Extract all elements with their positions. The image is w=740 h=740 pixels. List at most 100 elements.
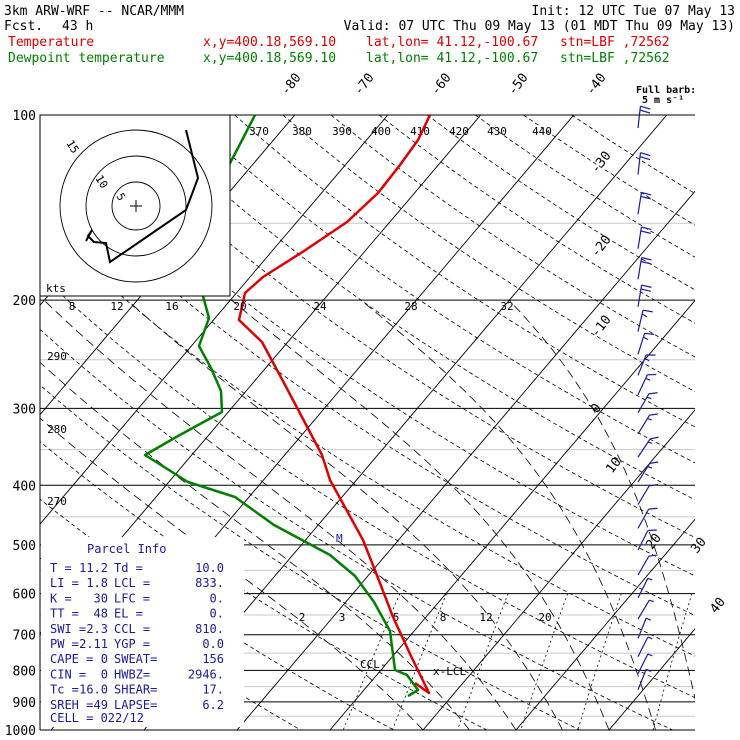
dry-adiabat-line bbox=[40, 219, 695, 657]
wind-barb bbox=[637, 507, 658, 529]
dewpoint-xy: x,y=400.18,569.10 bbox=[203, 51, 336, 66]
mixing-ratio-line bbox=[457, 593, 509, 730]
isotherm-line bbox=[702, 115, 740, 730]
hodograph-axis-tick: 32 bbox=[500, 300, 513, 313]
isotherm-label: -80 bbox=[278, 71, 304, 99]
wind-barb-staff bbox=[637, 152, 642, 175]
parcel-info-name-right: LAPSE= bbox=[114, 698, 157, 712]
wind-barb-flag bbox=[640, 260, 651, 265]
wind-barb-flag bbox=[644, 358, 650, 362]
mixing-ratio-label: 5 bbox=[393, 611, 400, 624]
pressure-label: 200 bbox=[13, 294, 36, 309]
parcel-info-box: Parcel Info T = 11.2 Td = 10.0 LI = 1.8 LCL = 83… bbox=[41, 537, 244, 727]
wind-barb-flag bbox=[639, 109, 651, 114]
wind-barb-flag bbox=[640, 195, 651, 200]
temperature-latlon: lat,lon= 41.12,-100.67 bbox=[366, 35, 538, 50]
dry-adiabat-line bbox=[186, 115, 695, 464]
isotherm-label: 40 bbox=[707, 595, 728, 617]
wind-barb-flag bbox=[648, 507, 658, 510]
hodograph-ring-label: 15 bbox=[63, 138, 81, 156]
isotherm-label: -40 bbox=[583, 71, 609, 99]
theta-side-label: 280 bbox=[47, 423, 67, 436]
hodograph-axis-tick: 12 bbox=[110, 300, 123, 313]
wind-barb-flag bbox=[647, 577, 653, 581]
wind-barb bbox=[637, 599, 654, 620]
parcel-info-value-right: 0. bbox=[210, 591, 224, 605]
parcel-info-value-left: 30 bbox=[94, 591, 108, 605]
dry-adiabat-line bbox=[426, 115, 695, 291]
wind-barb-staff bbox=[637, 438, 651, 458]
wind-barb-staff bbox=[637, 555, 650, 576]
pressure-label: 1000 bbox=[5, 724, 36, 739]
wind-barb-staff bbox=[637, 374, 648, 395]
wind-barb-flag bbox=[640, 230, 651, 234]
parcel-info-name-left: K = bbox=[50, 591, 72, 605]
theta-label: 380 bbox=[292, 125, 312, 138]
temperature-trace bbox=[237, 114, 432, 695]
wind-barb-staff bbox=[637, 192, 643, 215]
dry-adiabat-line bbox=[40, 384, 580, 730]
parcel-info-value-right: 156 bbox=[202, 652, 224, 666]
wind-barb-flag bbox=[645, 617, 652, 621]
isotherm-label: -70 bbox=[351, 71, 377, 99]
wind-barb-staff bbox=[637, 485, 650, 505]
parcel-info-name-left: TT = bbox=[50, 607, 79, 621]
forecast-hours: 43 h bbox=[62, 19, 93, 34]
wind-barb-staff bbox=[637, 669, 647, 690]
hodograph-ring bbox=[85, 155, 187, 257]
isotherm-label: -10 bbox=[588, 313, 614, 341]
ccl-marker: CCL- bbox=[360, 658, 387, 671]
dry-adiabat-line bbox=[90, 115, 695, 538]
pressure-label: 100 bbox=[13, 109, 36, 124]
parcel-info-value-right: 0. bbox=[210, 607, 224, 621]
hodograph-axis-tick: 8 bbox=[69, 300, 76, 313]
wind-barb-staff bbox=[637, 257, 643, 280]
parcel-info-name-right: SHEAR= bbox=[114, 683, 157, 697]
wind-barb-flag bbox=[649, 461, 659, 464]
wind-barb-flag bbox=[641, 191, 652, 196]
wind-barb-staff bbox=[637, 578, 649, 599]
lfc-marker: M bbox=[336, 532, 343, 545]
wind-barb bbox=[637, 554, 658, 576]
pressure-label: 800 bbox=[13, 664, 36, 679]
pressure-label: 600 bbox=[13, 588, 36, 603]
parcel-info-name-right: EL = bbox=[114, 607, 143, 621]
dewpoint-station: stn=LBF ,72562 bbox=[560, 51, 670, 66]
wind-barb bbox=[637, 105, 651, 129]
parcel-info-name-right: LCL = bbox=[114, 576, 150, 590]
mixing-ratio-label: 20 bbox=[538, 611, 551, 624]
wind-barb-staff bbox=[637, 530, 649, 551]
isotherm-line bbox=[608, 628, 695, 730]
wind-barb-flag bbox=[650, 436, 659, 440]
wind-barb bbox=[637, 284, 652, 307]
theta-label: 400 bbox=[371, 125, 391, 138]
parcel-info-value-right: 10.0 bbox=[195, 561, 224, 575]
wind-barb-flag bbox=[649, 599, 654, 603]
wind-barb-staff bbox=[637, 636, 649, 657]
wind-barb-staff bbox=[637, 508, 650, 529]
wind-barb-flag bbox=[647, 653, 653, 657]
isotherm-label: -30 bbox=[588, 149, 614, 177]
wind-barb bbox=[637, 577, 653, 599]
theta-side-label: 270 bbox=[47, 495, 67, 508]
wind-barb bbox=[637, 617, 652, 639]
temperature-legend: Temperature bbox=[8, 35, 94, 50]
hodograph-ring bbox=[59, 129, 213, 283]
wind-barb-flag bbox=[643, 336, 649, 341]
wind-barb-flag bbox=[641, 284, 652, 288]
wind-barb bbox=[637, 668, 652, 690]
mixing-ratio-label: 2 bbox=[299, 611, 306, 624]
wind-barb bbox=[637, 653, 653, 674]
wind-barb-staff bbox=[637, 653, 649, 674]
wind-barb-flag bbox=[642, 309, 653, 313]
dry-adiabat-line bbox=[40, 328, 673, 730]
parcel-info-value-right: 6.2 bbox=[202, 698, 224, 712]
wind-barb-flag bbox=[640, 152, 651, 157]
wind-barb-flag bbox=[639, 156, 651, 161]
moist-adiabat-line bbox=[40, 361, 470, 730]
wind-barb-flag bbox=[647, 441, 653, 444]
wind-barb-flag bbox=[649, 483, 658, 487]
moist-adiabat-line bbox=[43, 299, 517, 730]
isotherm-label: -60 bbox=[428, 71, 454, 99]
